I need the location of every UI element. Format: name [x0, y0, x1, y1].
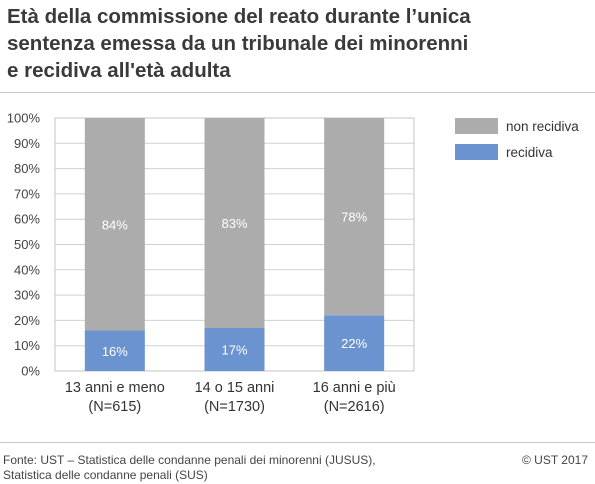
- source-line-1: Fonte: UST – Statistica delle condanne p…: [3, 453, 376, 467]
- y-tick-label: 90%: [14, 136, 40, 151]
- bar-non-recidiva: [204, 118, 265, 328]
- stacked-bar-chart: 0% 10% 20% 30% 40% 50% 60% 70% 80% 90% 100% 16% 84% 1…: [7, 111, 580, 416]
- bar-non-recidiva: [84, 118, 145, 331]
- data-label: 22%: [341, 336, 367, 351]
- data-label: 17%: [221, 342, 247, 357]
- header-divider: [0, 92, 595, 93]
- bar-recidiva: [324, 315, 385, 371]
- x-tick-label: (N=2616): [324, 399, 385, 415]
- y-tick-label: 40%: [14, 262, 40, 277]
- legend-swatch: [455, 118, 498, 134]
- chart-title-line-1: Età della commissione del reato durante …: [7, 5, 471, 28]
- y-tick-label: 80%: [14, 161, 40, 176]
- y-tick-label: 60%: [14, 212, 40, 227]
- x-tick-label: 16 anni e più: [313, 380, 396, 396]
- x-tick-label: 13 anni e meno: [65, 380, 165, 396]
- y-tick-label: 10%: [14, 338, 40, 353]
- footer-divider: [0, 442, 595, 443]
- x-tick-label: 14 o 15 anni: [195, 380, 275, 396]
- legend-label: non recidiva: [506, 119, 579, 134]
- copyright: © UST 2017: [522, 453, 588, 467]
- data-label: 78%: [341, 210, 367, 225]
- y-tick-label: 100%: [7, 111, 41, 126]
- source-line-2: Statistica delle condanne penali (SUS): [3, 468, 208, 482]
- data-label: 83%: [221, 216, 247, 231]
- x-tick-label: (N=1730): [204, 399, 265, 415]
- legend-swatch: [455, 144, 498, 160]
- bar-recidiva: [204, 327, 265, 371]
- y-tick-label: 70%: [14, 186, 40, 201]
- chart-title: Età della commissione del reato durante …: [7, 3, 587, 84]
- x-tick-label: (N=615): [88, 399, 141, 415]
- chart-title-line-3: e recidiva all'età adulta: [7, 59, 231, 82]
- data-label: 84%: [102, 217, 128, 232]
- y-tick-label: 30%: [14, 288, 40, 303]
- chart-title-line-2: sentenza emessa da un tribunale dei mino…: [7, 32, 469, 55]
- y-tick-label: 50%: [14, 237, 40, 252]
- bar-non-recidiva: [324, 118, 385, 316]
- bar-recidiva: [84, 330, 145, 371]
- source-note: Fonte: UST – Statistica delle condanne p…: [3, 453, 376, 483]
- y-tick-label: 20%: [14, 313, 40, 328]
- legend-label: recidiva: [506, 145, 553, 160]
- data-label: 16%: [102, 344, 128, 359]
- y-tick-label: 0%: [21, 364, 40, 379]
